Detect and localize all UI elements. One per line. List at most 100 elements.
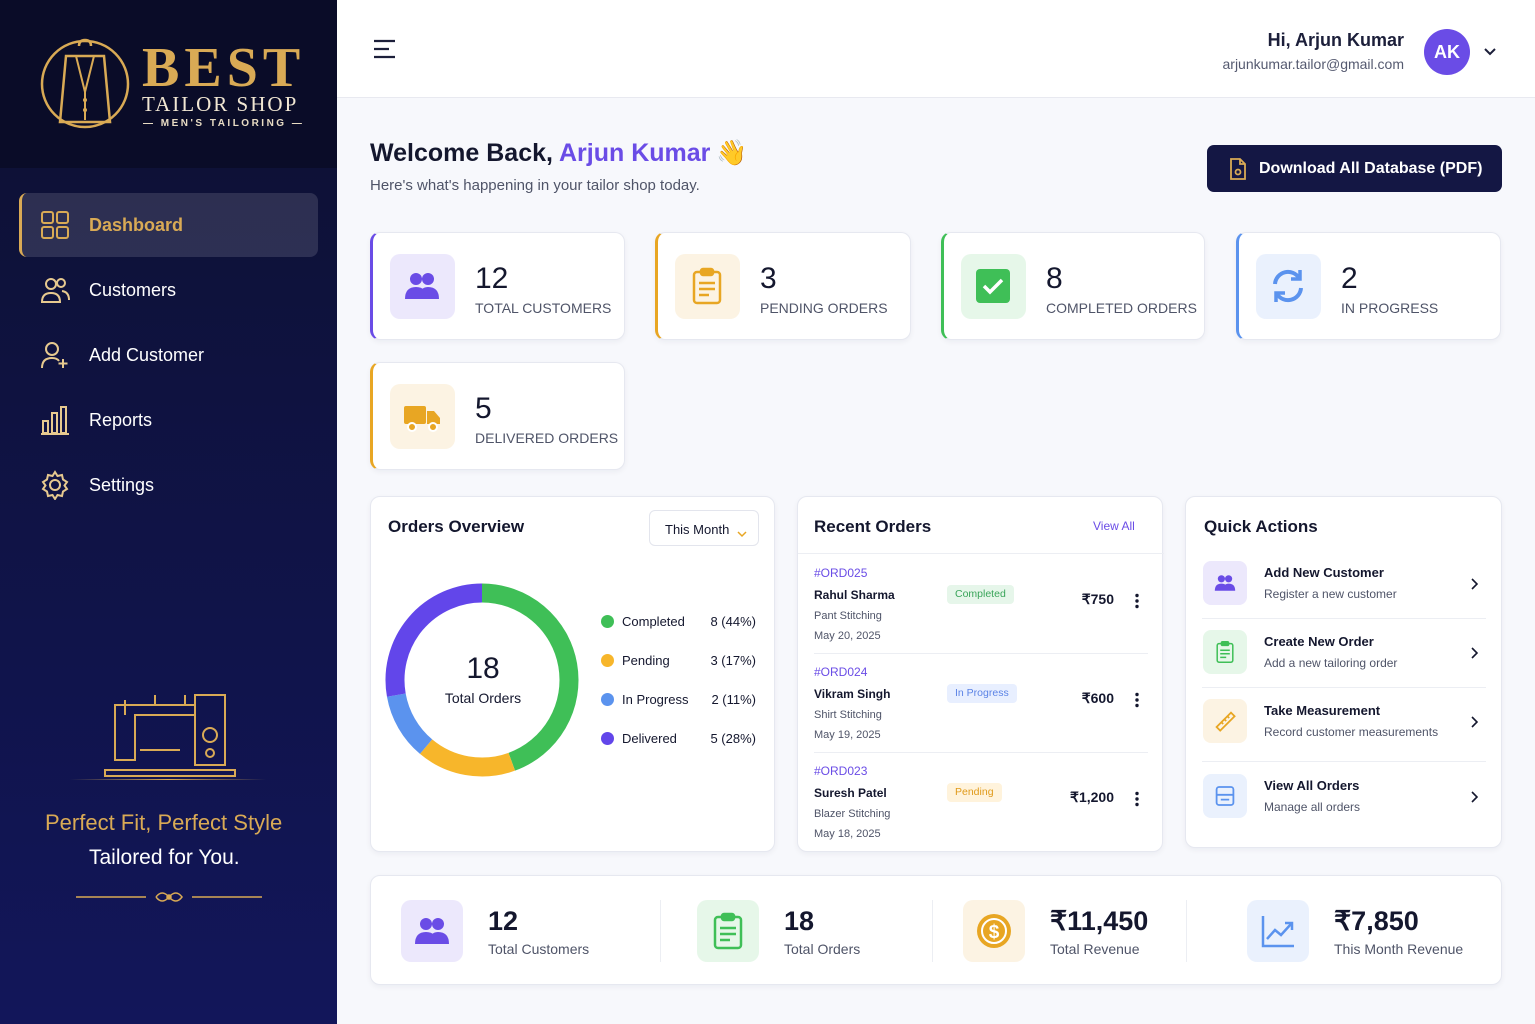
icon (1213, 709, 1237, 733)
summary-label: This Month Revenue (1334, 941, 1464, 957)
icon: $ (974, 911, 1014, 951)
nav-item[interactable]: Reports (19, 388, 318, 452)
icon-part (415, 932, 449, 944)
quick-action[interactable]: View All Orders Manage all orders (1186, 766, 1503, 826)
icon-part (1484, 48, 1496, 56)
panel-title: Quick Actions (1204, 517, 1318, 536)
stat-card: 2 IN PROGRESS (1236, 232, 1501, 340)
icon (1213, 571, 1237, 595)
quick-action[interactable]: Add New Customer Register a new customer (1186, 553, 1503, 613)
download-button[interactable]: Download All Database (PDF) (1207, 145, 1502, 192)
nav-item[interactable]: Settings (19, 453, 318, 517)
filter-label: This Month (665, 522, 730, 537)
icon-part (1135, 692, 1139, 697)
stat-icon (675, 254, 740, 319)
icon (1470, 646, 1479, 659)
order-item: Blazer Stitching (814, 808, 891, 820)
summary-value: 18 (784, 906, 815, 936)
legend-label: In Progress (622, 692, 689, 707)
nav-label: Add Customer (89, 345, 205, 365)
order-id: #ORD023 (814, 764, 868, 778)
quick-actions-panel: Quick Actions Add New Customer Register a … (1185, 496, 1502, 848)
menu-button[interactable] (373, 38, 397, 60)
icon-part (1135, 802, 1139, 807)
divider (1202, 687, 1486, 688)
icon-part (56, 278, 66, 288)
icon-part (166, 894, 172, 900)
legend-value: 8 (44%) (710, 614, 756, 629)
welcome-emoji: 👋 (716, 139, 748, 167)
icon-part (45, 278, 57, 290)
order-customer: Vikram Singh (814, 687, 891, 701)
icon-part (45, 342, 59, 356)
summary-value: ₹7,850 (1334, 906, 1419, 936)
icon-part (415, 918, 449, 944)
order-item: Pant Stitching (814, 610, 882, 622)
icon-part (41, 470, 69, 501)
icon-part (713, 915, 743, 950)
icon-part (1225, 575, 1233, 583)
stat-label: COMPLETED ORDERS (1046, 300, 1197, 316)
status-badge: Completed (947, 585, 1014, 604)
legend-value: 5 (28%) (710, 731, 756, 746)
summary-icon (697, 900, 759, 962)
quick-action[interactable]: Take Measurement Record customer measurem… (1186, 691, 1503, 751)
summary-label: Total Orders (784, 941, 861, 957)
slogan-line: Perfect Fit, Perfect Style (45, 810, 283, 835)
icon-part (1471, 791, 1479, 803)
icon-part (41, 406, 69, 435)
nav-label: Reports (89, 410, 153, 430)
icon-part (699, 281, 715, 297)
action-subtitle: Manage all orders (1264, 800, 1361, 814)
filter-dropdown[interactable]: This Month (649, 510, 759, 546)
order-date: May 18, 2025 (814, 828, 881, 840)
action-title: Take Measurement (1264, 703, 1381, 718)
icon-part (407, 422, 417, 432)
stat-card: 12 TOTAL CUSTOMERS (370, 232, 625, 340)
icon-part (1220, 649, 1230, 659)
donut-segment (385, 583, 483, 697)
nav-item[interactable]: Add Customer (19, 323, 318, 387)
icon-part (42, 420, 49, 434)
welcome-title: Welcome Back, Arjun Kumar 👋 (370, 139, 748, 168)
nav-item[interactable]: Customers (19, 258, 318, 322)
order-menu[interactable] (1134, 692, 1140, 708)
icon (1134, 791, 1140, 807)
summary-icon (401, 900, 463, 962)
order-customer: Suresh Patel (814, 786, 887, 800)
icon (973, 266, 1013, 306)
icon-part (1215, 786, 1235, 806)
stat-value: 5 (475, 392, 492, 425)
icon-part (58, 359, 68, 368)
legend-dot (601, 732, 614, 745)
view-all-link[interactable]: View All (1093, 519, 1135, 533)
stat-icon (390, 254, 455, 319)
stat-value: 2 (1341, 262, 1358, 295)
order-menu[interactable] (1134, 791, 1140, 807)
button-label: Download All Database (PDF) (1259, 160, 1483, 177)
icon-part (76, 892, 262, 902)
icon-part (428, 422, 438, 432)
icon (40, 470, 70, 501)
stat-value: 8 (1046, 262, 1063, 295)
icon-part (981, 918, 1007, 944)
icon-part (1471, 578, 1479, 590)
icon-part (737, 531, 747, 538)
stat-label: IN PROGRESS (1341, 300, 1439, 316)
icon-part (1471, 791, 1479, 803)
action-subtitle: Register a new customer (1264, 587, 1397, 601)
summary-value: ₹11,450 (1050, 906, 1149, 936)
icon-part (1273, 269, 1303, 303)
avatar[interactable]: AK (1424, 29, 1470, 75)
icon (76, 887, 262, 907)
icon-part: $ (989, 922, 1000, 943)
quick-action[interactable]: Create New Order Add a new tailoring orde… (1186, 622, 1503, 682)
icon-part (432, 918, 444, 930)
divider (814, 653, 1148, 654)
order-menu[interactable] (1134, 593, 1140, 609)
nav-item[interactable]: Dashboard (19, 193, 318, 257)
icon-part (1217, 575, 1225, 583)
action-subtitle: Add a new tailoring order (1264, 656, 1398, 670)
icon-part (40, 278, 70, 303)
